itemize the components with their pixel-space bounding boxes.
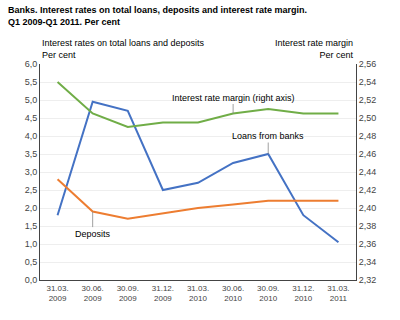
svg-text:2,38: 2,38 — [359, 221, 377, 231]
svg-text:1,0: 1,0 — [25, 239, 38, 249]
svg-text:2,52: 2,52 — [359, 95, 377, 105]
svg-text:2,0: 2,0 — [25, 203, 38, 213]
svg-text:30.09.2009: 30.09.2009 — [117, 284, 139, 303]
svg-text:2,48: 2,48 — [359, 131, 377, 141]
svg-text:5,0: 5,0 — [25, 95, 38, 105]
svg-text:5,5: 5,5 — [25, 77, 38, 87]
svg-text:30.06.2009: 30.06.2009 — [82, 284, 104, 303]
svg-text:4,5: 4,5 — [25, 113, 38, 123]
svg-text:0,0: 0,0 — [25, 275, 38, 285]
svg-text:6,0: 6,0 — [25, 59, 38, 69]
svg-text:3,5: 3,5 — [25, 149, 38, 159]
svg-text:31.12.2010: 31.12.2010 — [292, 284, 314, 303]
svg-text:Interest rates on total loans: Interest rates on total loans and deposi… — [42, 38, 205, 60]
svg-text:31.03.2009: 31.03.2009 — [46, 284, 68, 303]
svg-text:Deposits: Deposits — [75, 229, 111, 239]
svg-text:2,46: 2,46 — [359, 149, 377, 159]
svg-text:2,56: 2,56 — [359, 59, 377, 69]
svg-text:2,32: 2,32 — [359, 275, 377, 285]
svg-text:30.09.2010: 30.09.2010 — [257, 284, 279, 303]
svg-text:2,54: 2,54 — [359, 77, 377, 87]
svg-text:3,0: 3,0 — [25, 167, 38, 177]
svg-text:2,5: 2,5 — [25, 185, 38, 195]
svg-text:31.12.2009: 31.12.2009 — [152, 284, 174, 303]
svg-text:2,34: 2,34 — [359, 257, 377, 267]
svg-text:4,0: 4,0 — [25, 131, 38, 141]
svg-text:Interest rate margin (right ax: Interest rate margin (right axis) — [172, 93, 295, 103]
svg-text:2,44: 2,44 — [359, 167, 377, 177]
svg-text:31.03.2010: 31.03.2010 — [187, 284, 209, 303]
svg-text:31.03.2011: 31.03.2011 — [327, 284, 349, 303]
svg-text:0,5: 0,5 — [25, 257, 38, 267]
svg-text:2,42: 2,42 — [359, 185, 377, 195]
svg-text:2,50: 2,50 — [359, 113, 377, 123]
svg-text:30.06.2010: 30.06.2010 — [222, 284, 244, 303]
svg-text:Banks. Interest rates on total: Banks. Interest rates on total loans, de… — [8, 5, 307, 27]
svg-text:1,5: 1,5 — [25, 221, 38, 231]
svg-text:Loans from banks: Loans from banks — [232, 131, 304, 141]
svg-text:Interest rate marginPer cent: Interest rate marginPer cent — [275, 38, 354, 60]
svg-text:2,36: 2,36 — [359, 239, 377, 249]
svg-text:2,40: 2,40 — [359, 203, 377, 213]
